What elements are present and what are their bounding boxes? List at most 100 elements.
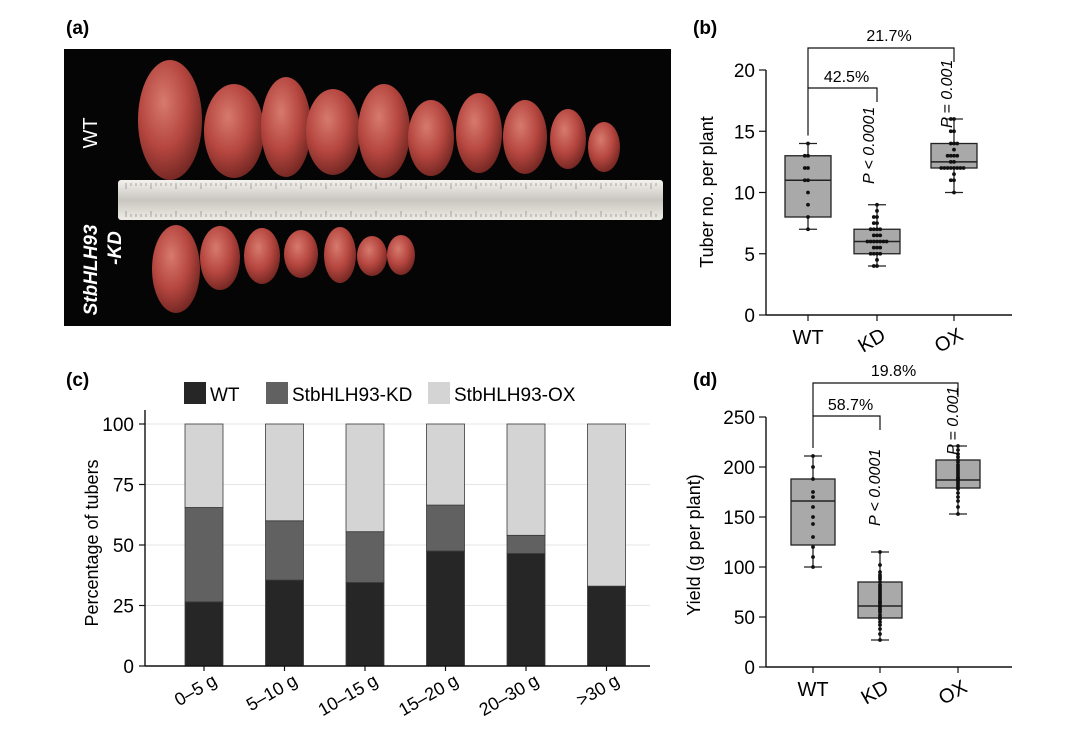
data-point bbox=[871, 221, 876, 226]
data-point bbox=[878, 570, 882, 574]
c-bar-wt bbox=[184, 601, 224, 667]
data-point bbox=[952, 153, 956, 158]
data-point bbox=[952, 178, 956, 183]
wt-tuber bbox=[408, 100, 454, 176]
wt-tuber bbox=[456, 93, 502, 173]
c-bar-kd bbox=[345, 531, 385, 583]
b-y-axis-label: Tuber no. per plant bbox=[697, 116, 717, 267]
data-point bbox=[871, 239, 876, 244]
c-x-tick-label: 15–20 g bbox=[395, 670, 461, 720]
wt-tuber bbox=[204, 84, 264, 178]
data-point bbox=[956, 512, 960, 516]
data-point bbox=[875, 202, 879, 207]
data-point bbox=[868, 251, 873, 256]
x-tick-label: WT bbox=[797, 679, 828, 701]
legend-swatch-kd bbox=[266, 382, 288, 404]
data-point bbox=[875, 257, 879, 262]
data-point bbox=[811, 490, 815, 494]
c-bar-ox bbox=[426, 423, 465, 506]
data-point bbox=[806, 166, 810, 170]
wt-tuber-row bbox=[138, 60, 620, 180]
data-point bbox=[868, 227, 873, 232]
data-point bbox=[806, 215, 810, 219]
ox-percent: 19.8% bbox=[871, 363, 916, 380]
data-point bbox=[878, 620, 882, 624]
data-point bbox=[806, 141, 810, 146]
data-point bbox=[875, 221, 879, 226]
panel-label-d: (d) bbox=[693, 370, 717, 391]
d-y-axis-label: Yield (g per plant) bbox=[684, 474, 704, 615]
legend-label-wt: WT bbox=[210, 385, 240, 406]
c-bar-ox bbox=[265, 423, 304, 522]
data-point bbox=[878, 251, 883, 256]
c-y-tick-label: 25 bbox=[113, 597, 134, 618]
data-point bbox=[802, 153, 807, 158]
data-point bbox=[811, 522, 815, 526]
y-tick-label: 15 bbox=[734, 122, 755, 143]
data-point bbox=[878, 638, 882, 642]
kd-percent: 58.7% bbox=[828, 397, 873, 414]
kd-tuber bbox=[357, 236, 387, 276]
data-point bbox=[806, 153, 810, 158]
c-bar-wt bbox=[426, 550, 465, 667]
data-point bbox=[884, 239, 889, 244]
data-point bbox=[875, 227, 879, 232]
c-y-tick-label: 75 bbox=[113, 476, 134, 497]
y-tick-label: 0 bbox=[744, 658, 755, 679]
data-point bbox=[875, 251, 879, 256]
data-point bbox=[956, 458, 960, 462]
kd-bracket bbox=[807, 87, 878, 136]
data-point bbox=[871, 215, 876, 219]
x-tick-label: WT bbox=[792, 327, 823, 349]
data-point bbox=[811, 465, 815, 469]
wt-tuber bbox=[138, 60, 202, 180]
data-point bbox=[811, 495, 815, 499]
data-point bbox=[952, 129, 956, 134]
data-point bbox=[875, 264, 879, 268]
data-point bbox=[952, 147, 956, 152]
c-bar-ox bbox=[587, 423, 626, 587]
data-point bbox=[956, 444, 960, 448]
data-point bbox=[878, 227, 883, 232]
chart-b-tuber-number: 0 5 10 15 20 WT KD OX 42.5% P < 0.0001 21.7% P = 0.… bbox=[734, 28, 1012, 358]
data-point bbox=[878, 627, 882, 631]
data-point bbox=[956, 452, 960, 456]
data-point bbox=[875, 239, 879, 244]
y-tick-label: 5 bbox=[744, 245, 755, 266]
data-point bbox=[811, 535, 815, 539]
kd-tuber bbox=[324, 227, 356, 283]
y-tick-label: 0 bbox=[744, 306, 755, 327]
data-point bbox=[952, 117, 956, 121]
y-tick-label: 200 bbox=[723, 458, 755, 479]
photo-label-kd-1: StbHLH93 bbox=[81, 224, 102, 315]
data-point bbox=[878, 550, 882, 554]
c-bar-wt bbox=[506, 553, 546, 667]
data-point bbox=[942, 166, 947, 170]
panel-label-a: (a) bbox=[66, 18, 89, 39]
x-tick-label: OX bbox=[931, 324, 967, 358]
wt-tuber bbox=[503, 100, 547, 174]
y-tick-label: 10 bbox=[734, 184, 755, 205]
data-point bbox=[956, 505, 960, 509]
legend-label-kd: StbHLH93-KD bbox=[292, 385, 412, 406]
c-bar-ox bbox=[345, 423, 385, 533]
data-point bbox=[878, 583, 882, 587]
data-point bbox=[948, 178, 953, 183]
c-x-tick-label: >30 g bbox=[573, 670, 622, 710]
data-point bbox=[802, 166, 807, 170]
kd-tuber bbox=[284, 230, 318, 278]
wt-tuber bbox=[358, 84, 410, 178]
y-tick-label: 250 bbox=[723, 408, 755, 429]
kd-tuber bbox=[387, 235, 415, 275]
data-point bbox=[871, 264, 876, 268]
data-point bbox=[948, 141, 953, 146]
c-bar-wt bbox=[345, 582, 385, 667]
c-bar-ox bbox=[506, 423, 546, 536]
c-y-tick-label: 100 bbox=[102, 415, 134, 436]
data-point bbox=[811, 565, 815, 569]
data-point bbox=[871, 251, 876, 256]
data-point bbox=[811, 555, 815, 559]
x-tick-label: OX bbox=[935, 676, 971, 710]
ruler bbox=[118, 180, 663, 220]
data-point bbox=[802, 178, 807, 183]
